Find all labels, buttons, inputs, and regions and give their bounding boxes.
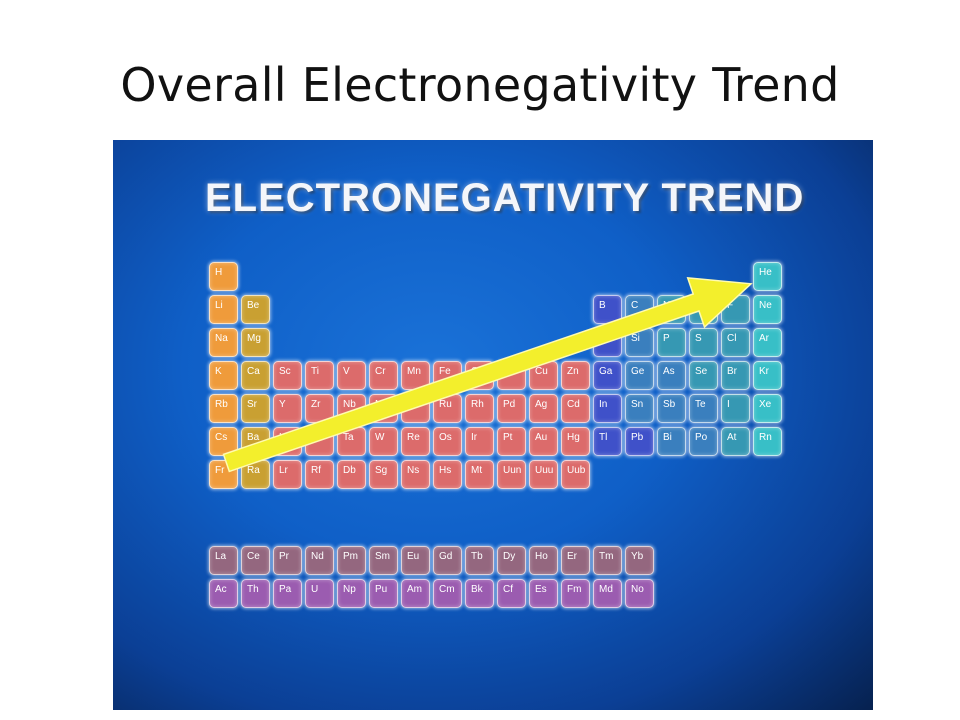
element-pa: Pa <box>273 579 302 608</box>
element-te: Te <box>689 394 718 423</box>
element-eu: Eu <box>401 546 430 575</box>
element-th: Th <box>241 579 270 608</box>
element-ru: Ru <box>433 394 462 423</box>
element-se: Se <box>689 361 718 390</box>
element-cm: Cm <box>433 579 462 608</box>
element-at: At <box>721 427 750 456</box>
element-fr: Fr <box>209 460 238 489</box>
element-be: Be <box>241 295 270 324</box>
element-pt: Pt <box>497 427 526 456</box>
element-y: Y <box>273 394 302 423</box>
element-s: S <box>689 328 718 357</box>
element-ac: Ac <box>209 579 238 608</box>
element-sg: Sg <box>369 460 398 489</box>
element-br: Br <box>721 361 750 390</box>
element-b: B <box>593 295 622 324</box>
element-rb: Rb <box>209 394 238 423</box>
element-er: Er <box>561 546 590 575</box>
element-p: P <box>657 328 686 357</box>
element-mt: Mt <box>465 460 494 489</box>
element-tl: Tl <box>593 427 622 456</box>
element-ns: Ns <box>401 460 430 489</box>
element-am: Am <box>401 579 430 608</box>
element-he: He <box>753 262 782 291</box>
element-nd: Nd <box>305 546 334 575</box>
element-pu: Pu <box>369 579 398 608</box>
element-po: Po <box>689 427 718 456</box>
element-zn: Zn <box>561 361 590 390</box>
element-as: As <box>657 361 686 390</box>
element-xe: Xe <box>753 394 782 423</box>
element-es: Es <box>529 579 558 608</box>
trend-arrow-layer <box>222 277 753 473</box>
element-sc: Sc <box>273 361 302 390</box>
element-pb: Pb <box>625 427 654 456</box>
element-uuu: Uuu <box>529 460 558 489</box>
element-i: I <box>721 394 750 423</box>
element-ca: Ca <box>241 361 270 390</box>
element-mg: Mg <box>241 328 270 357</box>
slide-title: Overall Electronegativity Trend <box>120 58 840 112</box>
element-li: Li <box>209 295 238 324</box>
element-ce: Ce <box>241 546 270 575</box>
element-ag: Ag <box>529 394 558 423</box>
element-pr: Pr <box>273 546 302 575</box>
element-yb: Yb <box>625 546 654 575</box>
element-sm: Sm <box>369 546 398 575</box>
element-md: Md <box>593 579 622 608</box>
element-sn: Sn <box>625 394 654 423</box>
element-ir: Ir <box>465 427 494 456</box>
element-hg: Hg <box>561 427 590 456</box>
element-u: U <box>305 579 334 608</box>
element-pm: Pm <box>337 546 366 575</box>
element-rn: Rn <box>753 427 782 456</box>
element-h: H <box>209 262 238 291</box>
element-db: Db <box>337 460 366 489</box>
element-tm: Tm <box>593 546 622 575</box>
element-tb: Tb <box>465 546 494 575</box>
element-k: K <box>209 361 238 390</box>
element-cr: Cr <box>369 361 398 390</box>
panel-heading: ELECTRONEGATIVITY TREND <box>205 176 805 220</box>
element-mn: Mn <box>401 361 430 390</box>
element-rf: Rf <box>305 460 334 489</box>
element-la: La <box>209 546 238 575</box>
element-cd: Cd <box>561 394 590 423</box>
element-hs: Hs <box>433 460 462 489</box>
element-cl: Cl <box>721 328 750 357</box>
element-cf: Cf <box>497 579 526 608</box>
element-re: Re <box>401 427 430 456</box>
element-gd: Gd <box>433 546 462 575</box>
element-kr: Kr <box>753 361 782 390</box>
electronegativity-trend-image: ELECTRONEGATIVITY TREND HHeLiBeBCNOFNeNa… <box>113 140 873 710</box>
trend-arrow <box>222 277 753 473</box>
element-uub: Uub <box>561 460 590 489</box>
element-ar: Ar <box>753 328 782 357</box>
element-dy: Dy <box>497 546 526 575</box>
element-ga: Ga <box>593 361 622 390</box>
element-na: Na <box>209 328 238 357</box>
element-pd: Pd <box>497 394 526 423</box>
element-v: V <box>337 361 366 390</box>
element-in: In <box>593 394 622 423</box>
element-w: W <box>369 427 398 456</box>
element-lr: Lr <box>273 460 302 489</box>
element-ho: Ho <box>529 546 558 575</box>
element-uun: Uun <box>497 460 526 489</box>
element-no: No <box>625 579 654 608</box>
element-os: Os <box>433 427 462 456</box>
element-sb: Sb <box>657 394 686 423</box>
element-fm: Fm <box>561 579 590 608</box>
element-au: Au <box>529 427 558 456</box>
element-ne: Ne <box>753 295 782 324</box>
element-rh: Rh <box>465 394 494 423</box>
element-ti: Ti <box>305 361 334 390</box>
element-ge: Ge <box>625 361 654 390</box>
element-bk: Bk <box>465 579 494 608</box>
element-np: Np <box>337 579 366 608</box>
element-sr: Sr <box>241 394 270 423</box>
element-bi: Bi <box>657 427 686 456</box>
